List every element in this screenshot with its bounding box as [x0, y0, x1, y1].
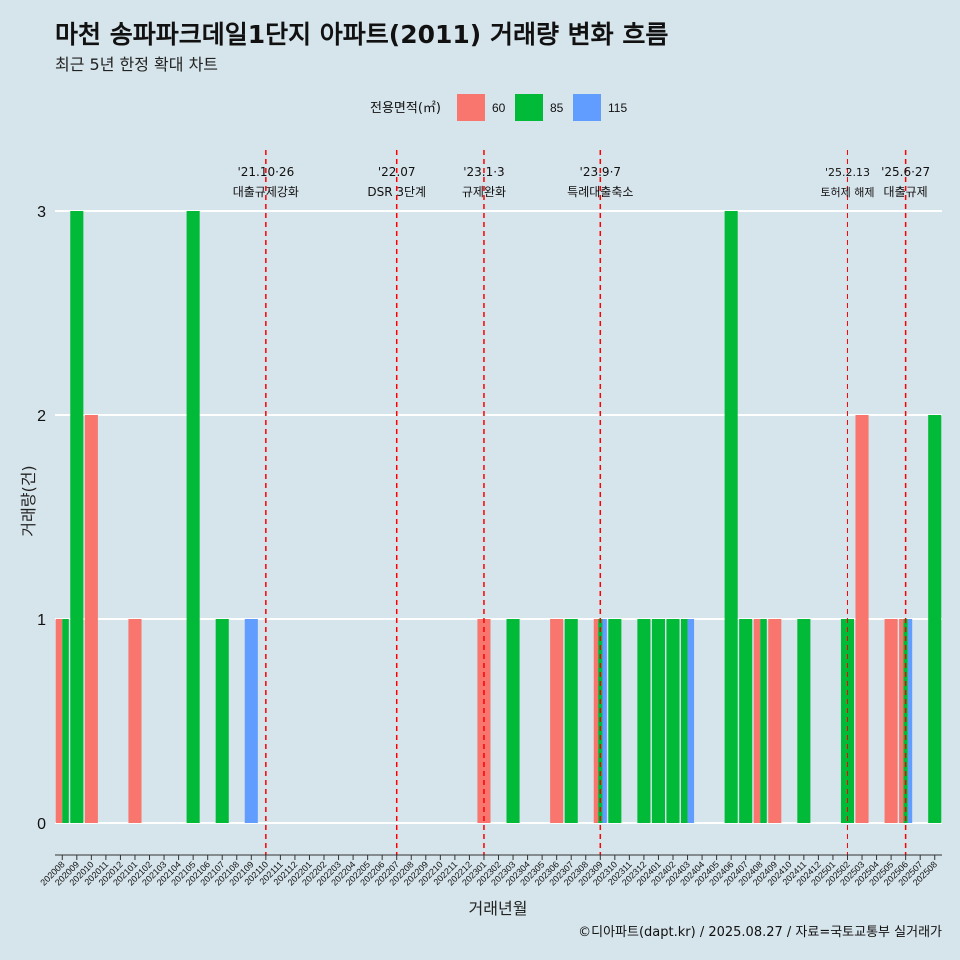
annotations: '21.10·26 대출규제강화 '22.07 DSR 3단계 '23.1·3 규제완화 '… — [233, 150, 930, 855]
bar-85-202107 — [215, 619, 229, 823]
bar-115-202309 — [602, 619, 607, 823]
y-tick-label: 1 — [37, 612, 46, 629]
bar-85-202307 — [564, 619, 578, 823]
bar-60-202101 — [128, 619, 142, 823]
bar-60-202505 — [884, 619, 898, 823]
y-tick-label: 3 — [37, 204, 46, 221]
bar-85-202407 — [739, 619, 753, 823]
event-label-1: DSR 3단계 — [367, 185, 426, 199]
bar-85-202401 — [651, 619, 665, 823]
bars — [55, 211, 942, 823]
bar-60-202010 — [84, 415, 98, 823]
event-label-2: 규제완화 — [462, 185, 506, 199]
event-date-0: '21.10·26 — [237, 165, 294, 179]
bar-85-202312 — [637, 619, 651, 823]
bar-85-202303 — [506, 619, 520, 823]
bar-60-202008 — [55, 619, 63, 823]
chart-title: 마천 송파파크데일1단지 아파트(2011) 거래량 변화 흐름 — [55, 20, 668, 49]
bar-85-202408 — [760, 619, 767, 823]
bar-60-202503 — [855, 415, 869, 823]
event-date-4: '25.2.13 — [825, 166, 870, 179]
bar-115-202403 — [687, 619, 695, 823]
legend-label-115: 115 — [608, 101, 627, 115]
legend: 전용면적(㎡) 60 85 115 — [370, 94, 627, 121]
bar-85-202406 — [724, 211, 738, 823]
bar-85-202402 — [666, 619, 680, 823]
legend-swatch-60 — [457, 94, 485, 121]
bar-85-202411 — [797, 619, 811, 823]
legend-swatch-115 — [573, 94, 601, 121]
event-date-5: '25.6·27 — [881, 165, 930, 179]
chart-caption: ©디아파트(dapt.kr) / 2025.08.27 / 자료=국토교통부 실… — [578, 925, 942, 940]
bar-115-202109 — [244, 619, 258, 823]
bar-85-202508 — [928, 415, 942, 823]
y-axis-title: 거래량(건) — [19, 465, 38, 536]
legend-label-85: 85 — [550, 101, 564, 115]
legend-label-60: 60 — [492, 101, 506, 115]
bar-60-202408 — [753, 619, 761, 823]
legend-title: 전용면적(㎡) — [370, 101, 441, 116]
y-axis-ticks: 0 1 2 3 — [37, 204, 46, 833]
event-label-5: 대출규제 — [884, 185, 928, 199]
event-label-4: 토허제 해제 — [820, 185, 874, 199]
legend-items: 60 85 115 — [457, 94, 627, 121]
legend-swatch-85 — [515, 94, 543, 121]
event-label-0: 대출규제강화 — [233, 185, 299, 199]
bar-60-202409 — [768, 619, 782, 823]
y-tick-label: 0 — [37, 816, 46, 833]
bar-85-202403 — [680, 619, 688, 823]
chart-subtitle: 최근 5년 한정 확대 차트 — [55, 55, 218, 74]
event-label-3: 특례대출축소 — [567, 185, 633, 199]
bar-115-202506 — [907, 619, 913, 823]
bar-85-202310 — [608, 619, 622, 823]
event-date-1: '22.07 — [378, 165, 416, 179]
bar-85-202105 — [186, 211, 200, 823]
grid-lines — [55, 210, 942, 824]
event-date-2: '23.1·3 — [463, 165, 504, 179]
event-date-3: '23.9·7 — [580, 165, 621, 179]
bar-85-202008 — [62, 619, 69, 823]
bar-85-202009 — [70, 211, 84, 823]
bar-60-202306 — [550, 619, 564, 823]
bar-60-202309 — [593, 619, 599, 823]
bar-60-202506 — [899, 619, 904, 823]
x-axis-title: 거래년월 — [469, 899, 528, 918]
y-tick-label: 2 — [37, 408, 46, 425]
